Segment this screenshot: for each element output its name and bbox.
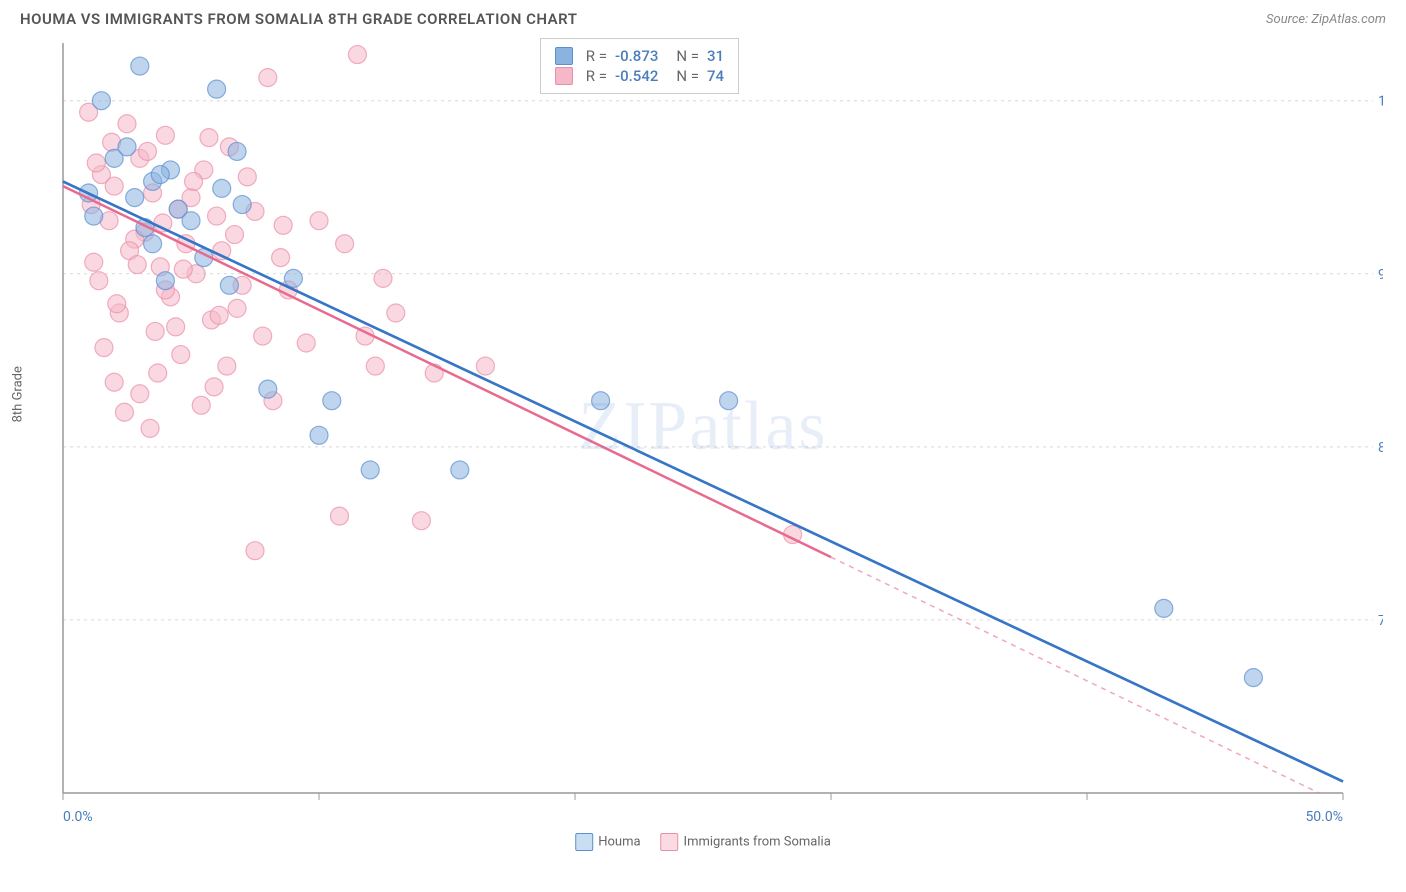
svg-text:85.0%: 85.0% (1378, 440, 1383, 456)
legend-item: Immigrants from Somalia (661, 833, 831, 851)
stats-row: R = -0.873 N = 31 (555, 47, 724, 65)
chart-title: HOUMA VS IMMIGRANTS FROM SOMALIA 8TH GRA… (20, 10, 577, 28)
stat-r-label: R = (586, 47, 607, 65)
stat-r-label: R = (586, 67, 607, 85)
legend-label: Houma (598, 834, 640, 849)
svg-text:77.5%: 77.5% (1378, 613, 1383, 629)
source-label: Source: ZipAtlas.com (1266, 12, 1386, 27)
stats-legend-box: R = -0.873 N = 31 R = -0.542 N = 74 (540, 38, 739, 94)
legend-swatch (555, 47, 573, 65)
stat-n-label: N = (676, 47, 699, 65)
stat-n-value: 74 (707, 67, 724, 85)
stats-row: R = -0.542 N = 74 (555, 67, 724, 85)
legend-label: Immigrants from Somalia (684, 834, 831, 849)
chart-container: 8th Grade 77.5%85.0%92.5%100.0%0.0%50.0%… (23, 33, 1383, 853)
bottom-legend: Houma Immigrants from Somalia (575, 833, 831, 851)
stat-r-value: -0.542 (615, 67, 658, 85)
stat-r-value: -0.873 (615, 47, 658, 65)
legend-swatch (575, 833, 593, 851)
stat-n-value: 31 (707, 47, 724, 65)
svg-text:92.5%: 92.5% (1378, 267, 1383, 283)
legend-item: Houma (575, 833, 640, 851)
legend-swatch (661, 833, 679, 851)
svg-text:100.0%: 100.0% (1378, 94, 1383, 110)
svg-text:50.0%: 50.0% (1305, 809, 1343, 825)
stat-n-label: N = (676, 67, 699, 85)
scatter-chart: 77.5% 85.0% 92.5% 100.0% 0.0% 50.0% (23, 33, 1383, 833)
svg-text:0.0%: 0.0% (63, 809, 93, 825)
legend-swatch (555, 67, 573, 85)
y-axis-label: 8th Grade (11, 366, 26, 422)
